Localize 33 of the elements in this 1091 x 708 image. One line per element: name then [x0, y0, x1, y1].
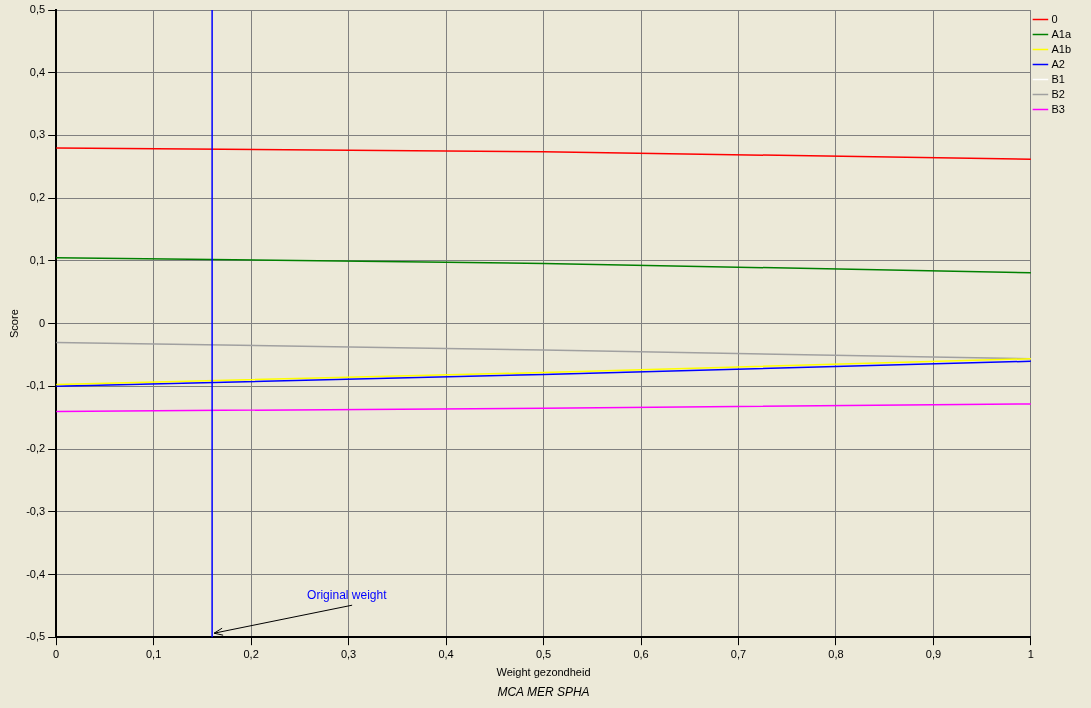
- legend-label: 0: [1051, 12, 1058, 25]
- y-tick-label: 0,1: [29, 253, 46, 266]
- text: MCA MER SPHA: [497, 685, 590, 700]
- y-tick-label: 0,2: [29, 191, 46, 204]
- legend-label: B3: [1051, 102, 1065, 115]
- x-tick-label: 0,6: [633, 647, 649, 660]
- legend-label: A2: [1051, 57, 1065, 70]
- x-tick-label: 0: [53, 647, 60, 660]
- y-tick-label: 0: [39, 316, 46, 329]
- x-tick-label: 0,2: [243, 647, 259, 660]
- y-axis-title: Score: [7, 309, 20, 338]
- legend-label: A1b: [1051, 42, 1072, 55]
- y-tick-label: 0,5: [29, 3, 46, 16]
- x-tick-label: 0,5: [535, 647, 552, 660]
- x-tick-label: 0,4: [438, 647, 454, 660]
- y-tick-label: -0,1: [26, 379, 46, 392]
- y-tick-label: -0,3: [26, 504, 46, 517]
- x-axis-title: Weight gezondheid: [496, 666, 591, 679]
- y-tick-label: 0,3: [29, 128, 46, 141]
- x-tick-label: 0,8: [828, 647, 844, 660]
- y-tick-label: -0,5: [26, 630, 46, 643]
- y-tick-label: -0,4: [26, 567, 46, 580]
- x-tick-label: 0,1: [145, 647, 162, 660]
- y-tick-label: 0,4: [29, 65, 46, 78]
- y-tick-label: -0,2: [26, 442, 46, 455]
- legend-label: B2: [1051, 87, 1065, 100]
- x-tick-label: 0,9: [925, 647, 942, 660]
- x-tick-label: 1: [1027, 647, 1034, 660]
- legend-label: A1a: [1051, 27, 1072, 40]
- legend-label: B1: [1051, 72, 1065, 85]
- x-tick-label: 0,7: [730, 647, 747, 660]
- x-tick-label: 0,3: [340, 647, 357, 660]
- annotation: Original weight: [307, 588, 388, 603]
